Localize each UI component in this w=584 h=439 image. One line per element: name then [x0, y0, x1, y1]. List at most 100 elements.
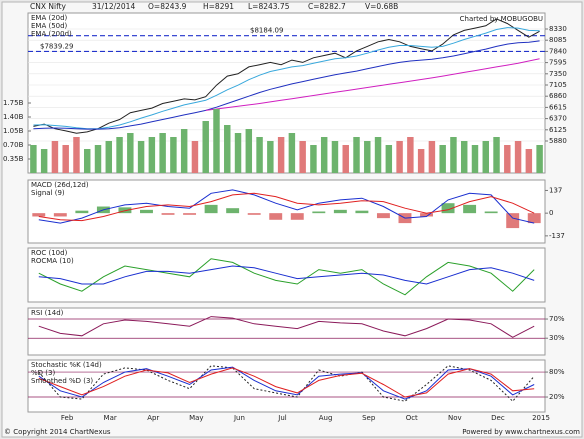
legend-entry: EMA (20d): [31, 14, 68, 22]
x-tick-label: Jul: [277, 414, 287, 422]
bar: [234, 133, 242, 173]
panel: [27, 359, 546, 413]
y2-tick-label: 0.35B: [3, 155, 24, 163]
y-tick-label: 20%: [549, 393, 565, 401]
series-line: [33, 18, 540, 134]
bar: [53, 213, 67, 217]
bar: [471, 145, 479, 173]
bar: [396, 141, 403, 173]
bar: [269, 213, 283, 220]
legend-entry: EMA (50d): [31, 22, 68, 30]
bar: [224, 125, 231, 173]
bar: [183, 213, 197, 215]
bar: [441, 203, 455, 214]
instrument-title: CNX Nifty: [30, 2, 67, 11]
panel: [27, 247, 546, 303]
bar: [170, 137, 177, 173]
x-tick-label: Nov: [448, 414, 462, 422]
bar: [417, 149, 425, 173]
bar: [484, 211, 498, 214]
bar: [247, 213, 261, 215]
bar: [428, 141, 436, 173]
bar: [463, 204, 477, 214]
x-tick-label: Oct: [406, 414, 418, 422]
series-line: [38, 189, 535, 224]
series-line: [38, 265, 535, 285]
legend-entry: ROC (10d): [31, 249, 68, 257]
y-tick-label: 6615: [549, 103, 567, 111]
y-tick-label: -137: [549, 232, 565, 240]
x-tick-label: Feb: [61, 414, 74, 422]
legend-entry: ROCMA (10): [31, 257, 74, 265]
y-tick-label: 7595: [549, 59, 567, 67]
bar: [374, 137, 382, 173]
bar: [161, 213, 175, 215]
x-tick-label: May: [189, 414, 203, 422]
bar: [312, 211, 326, 214]
x-tick-label: Aug: [319, 414, 333, 422]
bar: [62, 145, 69, 173]
y-tick-label: 80%: [549, 368, 565, 376]
y2-tick-label: 1.40B: [3, 113, 24, 121]
bar: [504, 145, 511, 173]
series-line: [33, 27, 540, 130]
y-tick-label: 7350: [549, 70, 567, 78]
panel: [27, 307, 546, 356]
series-line: [38, 192, 535, 222]
bar: [245, 129, 253, 173]
bar: [439, 145, 446, 173]
series-line: [205, 58, 540, 111]
bar: [159, 133, 166, 173]
bar: [376, 213, 390, 219]
bar: [226, 208, 240, 214]
series-line: [33, 40, 540, 130]
y-tick-label: 7840: [549, 47, 567, 55]
bar: [137, 141, 145, 173]
y-tick-label: 70%: [549, 315, 565, 323]
bar: [30, 145, 37, 173]
series-line: [38, 316, 535, 338]
bar: [450, 137, 457, 173]
legend-entry: Smoothed %D (3): [31, 377, 93, 385]
y-tick-label: 30%: [549, 334, 565, 342]
bar: [116, 137, 123, 173]
bar: [536, 145, 543, 173]
bar: [385, 145, 393, 173]
bar: [364, 141, 371, 173]
legend-entry: Signal (9): [31, 189, 65, 197]
x-tick-label: Mar: [104, 414, 117, 422]
bar: [342, 145, 349, 173]
credit: Charted by MOBUGOBU: [460, 15, 543, 23]
bar: [32, 213, 46, 217]
date: 31/12/2014: [92, 2, 135, 11]
bar: [140, 209, 153, 214]
bar: [180, 129, 188, 173]
bar: [290, 213, 304, 220]
bar: [75, 210, 89, 214]
copyright: © Copyright 2014 ChartNexus: [4, 428, 111, 436]
series-line: [38, 366, 535, 400]
y2-tick-label: 1.75B: [3, 99, 24, 107]
y-tick-label: 8330: [549, 25, 567, 33]
powered-by: Powered by www.chartnexus.com: [462, 428, 580, 436]
panel: [27, 179, 546, 244]
y-tick-label: 5880: [549, 137, 567, 145]
bar: [213, 109, 220, 173]
y-tick-label: 6125: [549, 126, 567, 134]
x-tick-label: Sep: [362, 414, 376, 422]
series-line: [38, 258, 535, 296]
bar: [277, 137, 285, 173]
legend-entry: MACD (26d,12d): [31, 181, 89, 189]
bar: [256, 137, 263, 173]
bar: [460, 141, 468, 173]
bar: [51, 141, 59, 173]
bar: [482, 141, 489, 173]
bar: [148, 137, 156, 173]
bar: [355, 210, 369, 214]
bar: [333, 209, 347, 214]
bar: [310, 145, 317, 173]
bar: [420, 213, 433, 217]
high: H=8291: [203, 2, 234, 11]
bar: [204, 204, 218, 214]
